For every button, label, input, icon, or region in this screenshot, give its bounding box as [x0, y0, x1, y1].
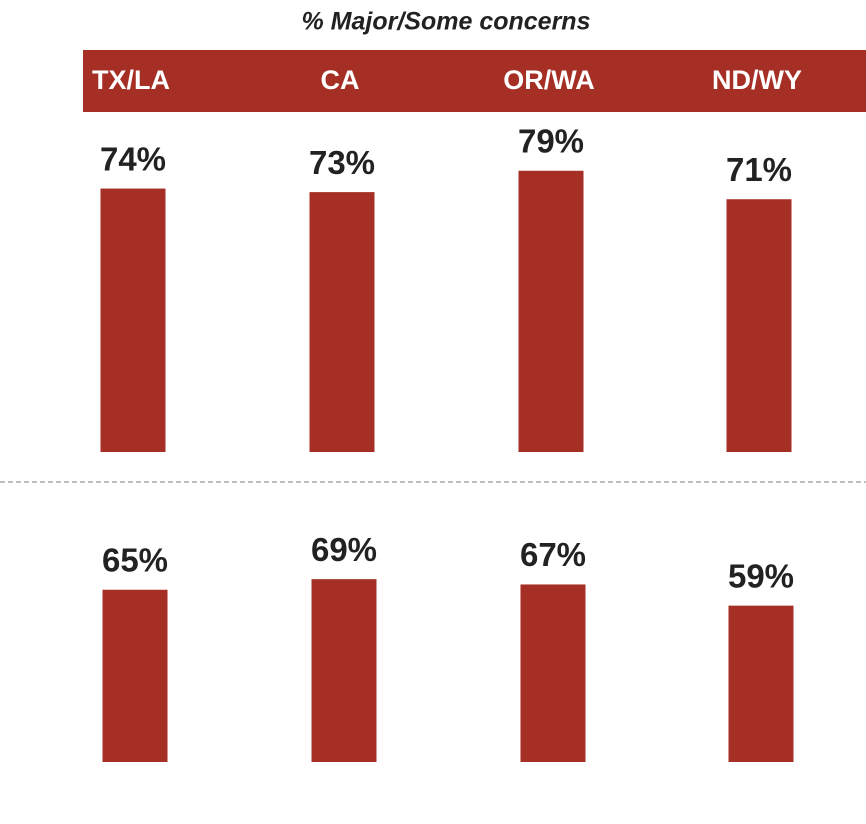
- category-label: OR/WA: [503, 65, 595, 95]
- value-label: 79%: [518, 122, 584, 159]
- value-label: 71%: [726, 151, 792, 188]
- value-label: 67%: [520, 536, 586, 573]
- category-label: CA: [321, 65, 360, 95]
- value-label: 74%: [100, 140, 166, 177]
- header-band: [83, 50, 866, 112]
- value-label: 69%: [311, 531, 377, 568]
- chart-title: % Major/Some concerns: [302, 8, 591, 36]
- bar: [311, 579, 377, 762]
- category-label: TX/LA: [92, 65, 170, 95]
- value-label: 59%: [728, 557, 794, 594]
- value-label: 73%: [309, 144, 375, 181]
- bar: [102, 589, 168, 762]
- bar: [518, 170, 584, 452]
- bar: [100, 188, 166, 452]
- value-label: 65%: [102, 541, 168, 578]
- bar: [520, 584, 586, 762]
- bar: [726, 199, 792, 452]
- bar: [728, 605, 794, 762]
- bar: [309, 192, 375, 452]
- category-label: ND/WY: [712, 65, 802, 95]
